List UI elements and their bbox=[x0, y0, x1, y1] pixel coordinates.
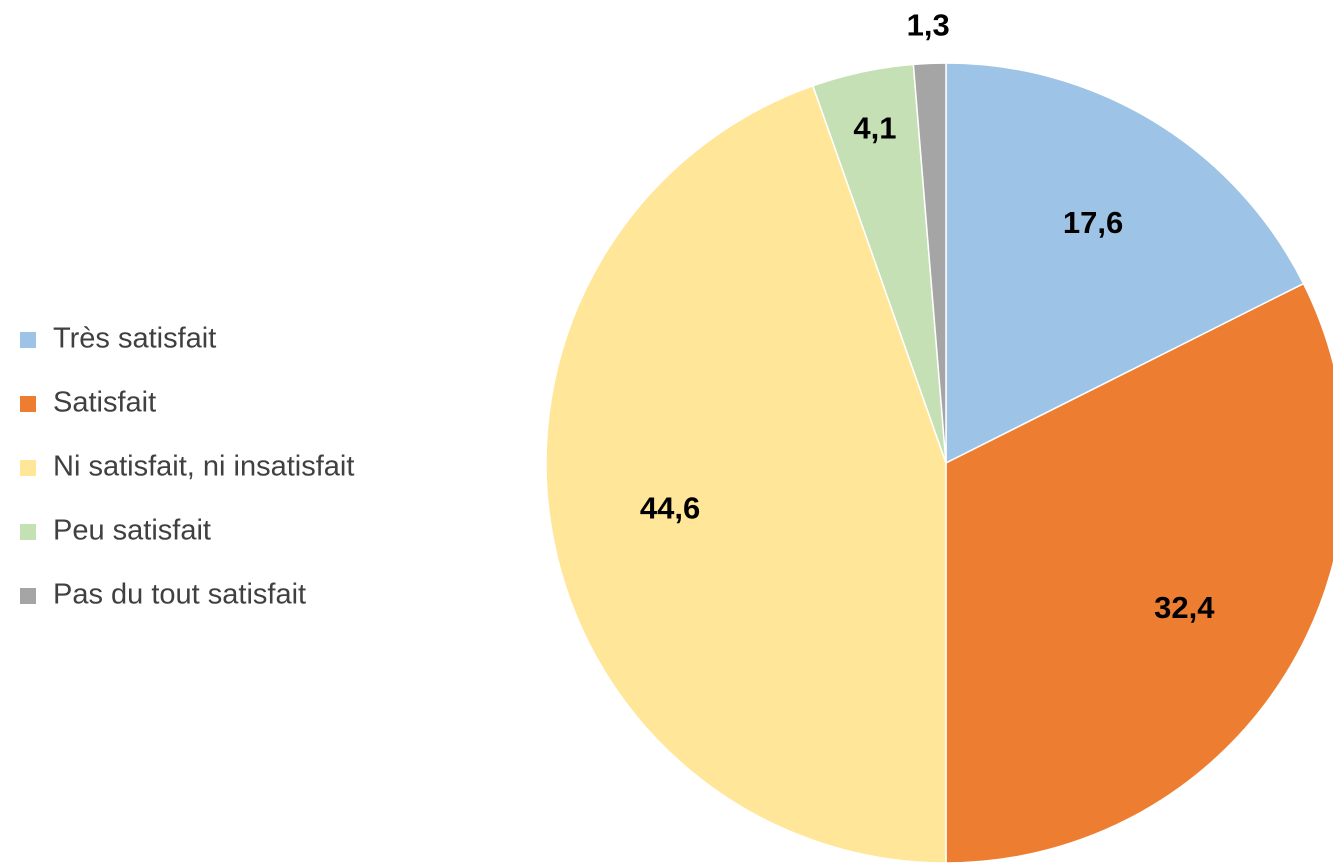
legend-swatch bbox=[20, 524, 36, 540]
pie-slice bbox=[912, 62, 947, 464]
data-label: 17,6 bbox=[1063, 205, 1123, 240]
pie-slice bbox=[945, 62, 1305, 465]
legend-label: Peu satisfait bbox=[53, 515, 211, 547]
legend-swatch bbox=[20, 396, 36, 412]
pie-slice bbox=[945, 282, 1333, 863]
pie-slice bbox=[545, 84, 947, 863]
legend-label: Pas du tout satisfait bbox=[53, 579, 306, 611]
data-label: 44,6 bbox=[640, 490, 700, 525]
legend-label: Très satisfait bbox=[53, 323, 216, 355]
data-label: 32,4 bbox=[1154, 590, 1215, 625]
data-label: 1,3 bbox=[907, 8, 950, 43]
legend-swatch bbox=[20, 460, 36, 476]
legend-swatch bbox=[20, 332, 36, 348]
data-label: 4,1 bbox=[853, 111, 896, 146]
legend-label: Satisfait bbox=[53, 387, 156, 419]
legend-swatch bbox=[20, 588, 36, 604]
legend-label: Ni satisfait, ni insatisfait bbox=[53, 451, 354, 483]
